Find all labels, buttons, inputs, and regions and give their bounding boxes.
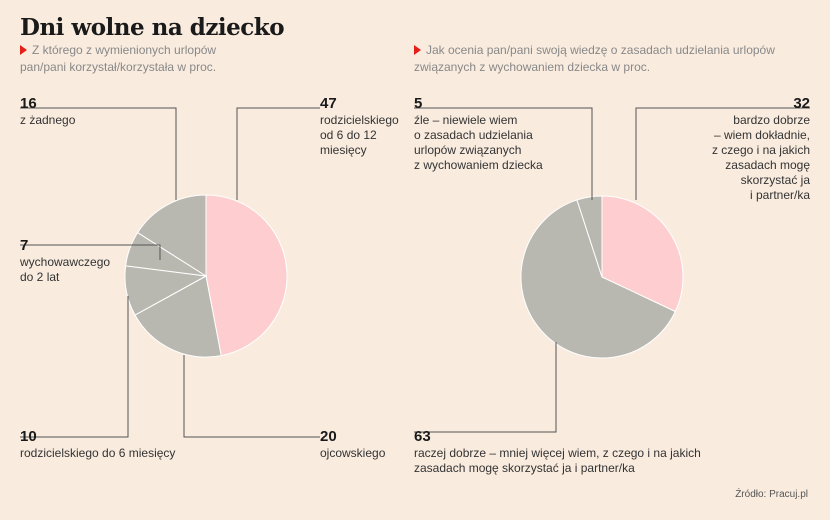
label-knowledge-fairly-good-text-2: zasadach mogę skorzystać ja i partner/ka: [414, 461, 635, 475]
label-parental-6-12-text-3: miesięcy: [320, 143, 367, 157]
chart1-subtitle-line1: Z którego z wymienionych urlopów: [32, 43, 217, 57]
pie2-slice-0: [601, 195, 684, 313]
label-knowledge-bad-text-4: z wychowaniem dziecka: [414, 158, 543, 172]
pie-chart-1: [124, 194, 288, 358]
label-knowledge-very-good-text-3: z czego i na jakich: [711, 143, 810, 157]
leader-line-knowledge-bad: [414, 107, 593, 200]
leader-lines: [20, 107, 810, 438]
label-none: 16 z żadnego: [20, 95, 75, 128]
leader-line-none: [20, 107, 177, 200]
label-knowledge-bad-value: 5: [414, 95, 423, 112]
label-parental-6-12-text-2: od 6 do 12: [320, 128, 377, 142]
label-parental-6-12-value: 47: [320, 95, 337, 112]
label-knowledge-fairly-good: 63 raczej dobrze – mniej więcej wiem, z …: [414, 428, 701, 476]
label-paternity: 20 ojcowskiego: [320, 428, 385, 461]
leader-line-knowledge-very-good: [635, 107, 810, 200]
label-parental-6-12: 47 rodzicielskiego od 6 do 12 miesięcy: [320, 95, 399, 158]
leader-line-parental-6-12: [236, 107, 320, 200]
label-childcare: 7 wychowawczego do 2 lat: [20, 237, 110, 285]
leader-line-parental-6: [20, 296, 129, 438]
pie2-slice-1: [520, 199, 676, 359]
label-knowledge-very-good-text-5: skorzystać ja: [740, 173, 810, 187]
label-none-value: 16: [20, 95, 37, 112]
chart2-subtitle-line1: Jak ocenia pan/pani swoją wiedzę o zasad…: [426, 43, 775, 57]
label-parental-6: 10 rodzicielskiego do 6 miesięcy: [20, 428, 175, 461]
label-childcare-text-2: do 2 lat: [20, 270, 60, 284]
label-knowledge-bad-text-3: urlopów związanych: [414, 143, 522, 157]
label-parental-6-text: rodzicielskiego do 6 miesięcy: [20, 446, 176, 460]
chart-title: Dni wolne na dziecko: [20, 14, 285, 41]
label-none-text: z żadnego: [20, 113, 76, 127]
leader-line-knowledge-fairly-good: [414, 342, 557, 433]
label-childcare-value: 7: [20, 237, 29, 254]
pie1-slice-0: [205, 194, 288, 357]
red-triangle-icon: [414, 45, 421, 55]
label-knowledge-bad-text-1: źle – niewiele wiem: [414, 113, 518, 127]
label-knowledge-very-good-text-6: i partner/ka: [749, 188, 810, 202]
label-knowledge-bad: 5 źle – niewiele wiem o zasadach udziela…: [414, 95, 543, 173]
label-knowledge-very-good-value: 32: [793, 95, 810, 112]
label-knowledge-very-good-text-2: – wiem dokładnie,: [713, 128, 810, 142]
chart2-subtitle-line2: związanych z wychowaniem dziecka w proc.: [414, 60, 651, 74]
red-triangle-icon: [20, 45, 27, 55]
label-knowledge-very-good: 32 bardzo dobrze – wiem dokładnie, z cze…: [712, 95, 810, 203]
leader-line-paternity: [183, 355, 320, 438]
label-childcare-text-1: wychowawczego: [20, 255, 111, 269]
label-paternity-value: 20: [320, 428, 337, 445]
leader-line-childcare: [20, 244, 161, 260]
chart1-subtitle-line2: pan/pani korzystał/korzystała w proc.: [20, 60, 217, 74]
chart1-subtitle: Z którego z wymienionych urlopów pan/pan…: [20, 42, 216, 76]
chart2-subtitle: Jak ocenia pan/pani swoją wiedzę o zasad…: [414, 42, 775, 76]
source-note: Źródło: Pracuj.pl: [735, 489, 808, 500]
label-knowledge-fairly-good-text-1: raczej dobrze – mniej więcej wiem, z cze…: [414, 446, 701, 460]
label-paternity-text: ojcowskiego: [320, 446, 386, 460]
pie1-slice-4: [136, 194, 207, 277]
label-knowledge-very-good-text-4: zasadach mogę: [725, 158, 810, 172]
label-knowledge-very-good-text-1: bardzo dobrze: [733, 113, 810, 127]
label-knowledge-bad-text-2: o zasadach udzielania: [414, 128, 533, 142]
label-parental-6-value: 10: [20, 428, 37, 445]
pie1-slice-1: [134, 275, 222, 358]
pie2-slice-2: [576, 195, 603, 278]
pie-chart-2: [520, 195, 684, 359]
label-knowledge-fairly-good-value: 63: [414, 428, 431, 445]
label-parental-6-12-text-1: rodzicielskiego: [320, 113, 399, 127]
